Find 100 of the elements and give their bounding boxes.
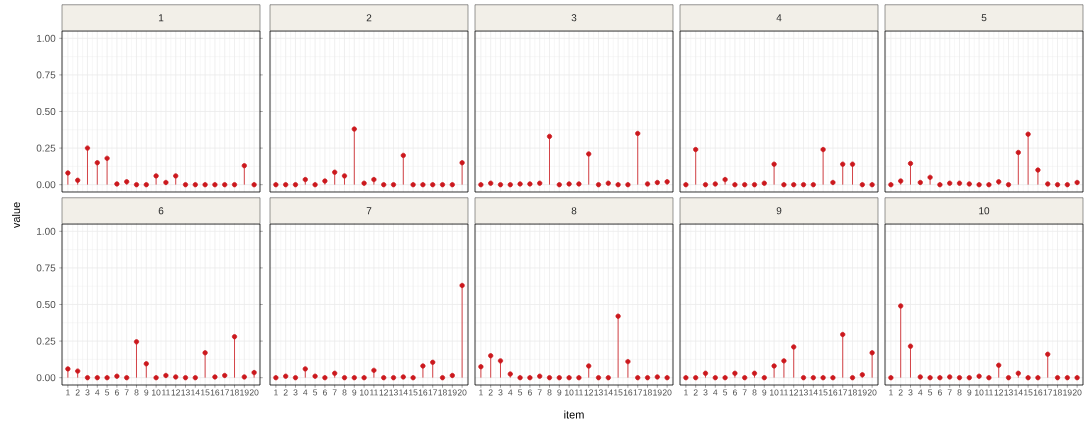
point bbox=[625, 358, 631, 365]
point bbox=[917, 374, 923, 380]
point bbox=[840, 161, 846, 167]
x-tick-label: 7 bbox=[124, 389, 129, 396]
point bbox=[133, 182, 140, 188]
x-tick-label: 9 bbox=[762, 389, 767, 396]
x-tick-label: 6 bbox=[527, 389, 532, 396]
point bbox=[742, 375, 748, 381]
point bbox=[192, 375, 198, 381]
chart-title: 4 bbox=[776, 14, 782, 22]
point bbox=[869, 350, 875, 356]
x-tick-label: 14 bbox=[809, 389, 818, 396]
point bbox=[283, 182, 289, 188]
point bbox=[702, 182, 709, 188]
x-tick-label: 8 bbox=[752, 389, 757, 396]
x-tick-label: 4 bbox=[713, 389, 718, 396]
point bbox=[586, 363, 592, 369]
point bbox=[761, 180, 767, 186]
point bbox=[791, 182, 797, 188]
point bbox=[937, 375, 943, 381]
point bbox=[222, 372, 228, 379]
x-tick-label: 4 bbox=[918, 389, 923, 396]
point bbox=[635, 375, 641, 381]
x-tick-label: 20 bbox=[1072, 389, 1082, 396]
y-tick-label: 0.75 bbox=[36, 71, 56, 79]
x-tick-label: 7 bbox=[537, 389, 542, 396]
x-tick-label: 12 bbox=[994, 389, 1004, 396]
point bbox=[341, 375, 348, 381]
point bbox=[947, 374, 953, 380]
point bbox=[556, 182, 562, 188]
y-tick-label: 1.00 bbox=[37, 227, 56, 235]
point bbox=[390, 182, 397, 188]
point bbox=[241, 163, 247, 169]
x-tick-label: 9 bbox=[967, 389, 972, 396]
point bbox=[683, 375, 689, 381]
point bbox=[615, 182, 621, 188]
x-tick-label: 17 bbox=[1043, 389, 1053, 396]
point bbox=[251, 182, 257, 188]
x-tick-label: 13 bbox=[799, 389, 808, 396]
x-tick-label: 13 bbox=[389, 389, 398, 396]
x-tick-label: 14 bbox=[604, 389, 613, 396]
point bbox=[840, 331, 846, 338]
point bbox=[751, 182, 758, 188]
point bbox=[104, 155, 110, 161]
point bbox=[996, 362, 1002, 368]
point bbox=[192, 182, 198, 188]
point bbox=[75, 177, 81, 183]
point bbox=[75, 368, 81, 374]
x-tick-label: 5 bbox=[723, 389, 728, 396]
point bbox=[1045, 181, 1051, 187]
point bbox=[830, 179, 836, 186]
point bbox=[371, 367, 377, 373]
point bbox=[322, 375, 328, 381]
point bbox=[361, 180, 367, 186]
point bbox=[312, 182, 318, 188]
point bbox=[625, 182, 631, 188]
x-tick-label: 10 bbox=[152, 389, 161, 396]
x-tick-label: 14 bbox=[191, 389, 200, 396]
point bbox=[173, 173, 179, 179]
x-tick-label: 10 bbox=[565, 389, 574, 396]
x-tick-label: 3 bbox=[703, 389, 708, 396]
point bbox=[241, 374, 247, 380]
point bbox=[859, 182, 865, 188]
x-tick-label: 15 bbox=[201, 389, 210, 396]
x-tick-label: 11 bbox=[162, 389, 170, 396]
x-tick-label: 19 bbox=[1063, 389, 1072, 396]
point bbox=[497, 358, 504, 364]
point bbox=[153, 173, 159, 179]
point bbox=[576, 375, 582, 381]
x-tick-label: 6 bbox=[322, 389, 327, 396]
point bbox=[202, 350, 208, 356]
point bbox=[1035, 375, 1041, 381]
point bbox=[907, 160, 914, 167]
point bbox=[917, 179, 923, 186]
x-tick-label: 7 bbox=[947, 389, 952, 396]
point bbox=[830, 375, 836, 381]
chart-title: 10 bbox=[979, 207, 990, 215]
chart-title: 3 bbox=[571, 14, 577, 22]
point bbox=[605, 375, 611, 381]
point bbox=[478, 364, 484, 370]
point bbox=[124, 375, 130, 381]
x-tick-label: 11 bbox=[575, 389, 583, 396]
point bbox=[420, 182, 426, 188]
point bbox=[1005, 182, 1012, 188]
point bbox=[537, 373, 543, 379]
x-tick-label: 17 bbox=[428, 389, 438, 396]
point bbox=[163, 179, 169, 186]
point bbox=[1074, 179, 1080, 186]
x-tick-label: 16 bbox=[210, 389, 220, 396]
x-tick-label: 1 bbox=[274, 389, 278, 396]
point bbox=[143, 361, 149, 367]
point bbox=[341, 173, 348, 179]
x-tick-label: 12 bbox=[789, 389, 799, 396]
point bbox=[459, 160, 465, 166]
x-tick-label: 5 bbox=[105, 389, 110, 396]
x-tick-label: 14 bbox=[1014, 389, 1023, 396]
x-tick-label: 9 bbox=[144, 389, 149, 396]
point bbox=[898, 303, 904, 309]
point bbox=[527, 375, 533, 381]
point bbox=[781, 182, 787, 188]
